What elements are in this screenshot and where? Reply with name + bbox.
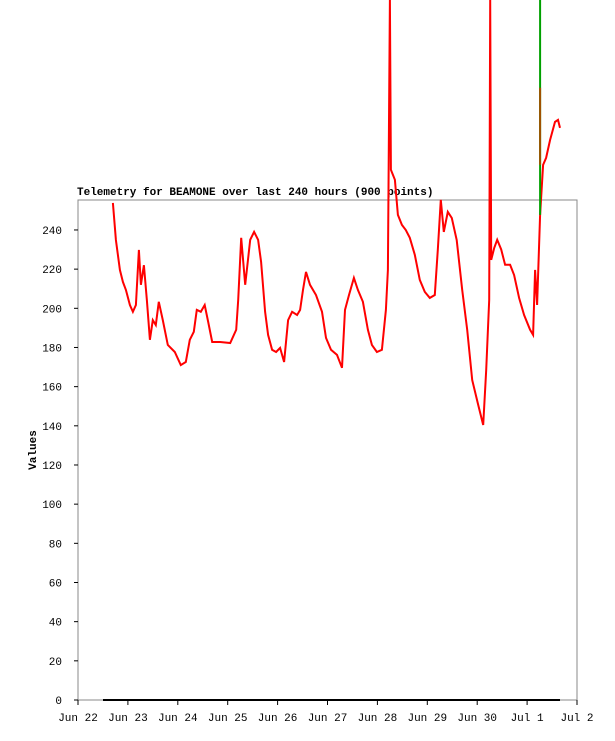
x-tick-label: Jul 2 xyxy=(560,713,593,725)
x-tick-label: Jul 1 xyxy=(511,713,544,725)
y-tick-label: 120 xyxy=(42,461,62,473)
y-tick-label: 140 xyxy=(42,422,62,434)
y-tick-label: 180 xyxy=(42,343,62,355)
chart-title: Telemetry for BEAMONE over last 240 hour… xyxy=(77,187,433,199)
x-tick-label: Jun 22 xyxy=(58,713,98,725)
y-tick-label: 100 xyxy=(42,500,62,512)
x-tick-label: Jun 29 xyxy=(407,713,447,725)
y-tick-label: 240 xyxy=(42,226,62,238)
x-tick-label: Jun 30 xyxy=(457,713,497,725)
y-tick-label: 200 xyxy=(42,304,62,316)
y-tick-label: 0 xyxy=(55,696,62,708)
plot-frame xyxy=(77,199,578,701)
x-tick-label: Jun 26 xyxy=(258,713,298,725)
y-axis-label: Values xyxy=(28,430,40,470)
y-tick-label: 20 xyxy=(49,657,62,669)
x-tick-label: Jun 23 xyxy=(108,713,148,725)
series-line xyxy=(111,0,561,426)
y-tick-label: 220 xyxy=(42,265,62,277)
y-tick-label: 60 xyxy=(49,578,62,590)
y-tick-label: 80 xyxy=(49,539,62,551)
y-tick-label: 160 xyxy=(42,383,62,395)
y-tick-label: 40 xyxy=(49,618,62,630)
x-tick-label: Jun 28 xyxy=(358,713,398,725)
x-tick-label: Jun 25 xyxy=(208,713,248,725)
x-tick-label: Jun 27 xyxy=(308,713,348,725)
x-tick-label: Jun 24 xyxy=(158,713,198,725)
